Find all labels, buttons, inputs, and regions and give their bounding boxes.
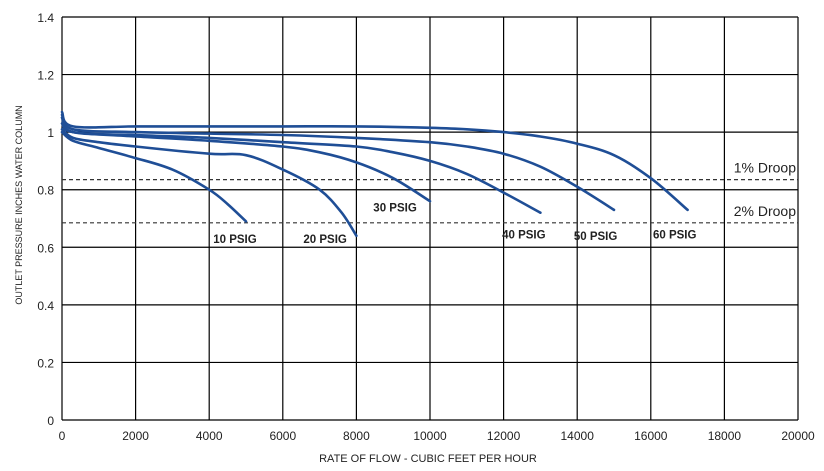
series-label-40-psig: 40 PSIG	[502, 230, 546, 242]
droop-reference-lines	[62, 179, 798, 224]
x-tick-label-0: 0	[59, 429, 66, 443]
series-label-10-psig: 10 PSIG	[213, 234, 257, 246]
series-label-60-psig: 60 PSIG	[653, 230, 697, 242]
droop-label-1: 1% Droop	[734, 160, 796, 176]
x-tick-label-4: 8000	[343, 429, 370, 443]
series-line-20-psig	[60, 128, 358, 238]
x-tick-label-8: 16000	[634, 429, 668, 443]
series-line-50-psig	[60, 113, 616, 212]
x-tick-label-3: 6000	[269, 429, 296, 443]
y-tick-label-3: 0.6	[37, 241, 54, 255]
series-label-30-psig: 30 PSIG	[373, 202, 417, 214]
droop-label-2: 2% Droop	[734, 203, 796, 219]
series-line-40-psig	[60, 116, 542, 214]
series-label-20-psig: 20 PSIG	[303, 234, 347, 246]
series-line-60-psig	[60, 110, 689, 212]
tick-labels: 0 2000 4000 6000 8000 10000 12000 14000 16000 180…	[37, 11, 815, 443]
series-labels: 1% Droop 2% Droop 10 PSIG 20 PSIG 30 PSIG 40 …	[213, 160, 796, 246]
y-tick-label-4: 0.8	[37, 184, 54, 198]
x-tick-label-2: 4000	[196, 429, 223, 443]
x-tick-label-1: 2000	[122, 429, 149, 443]
y-tick-label-1: 0.2	[37, 356, 54, 370]
series-label-50-psig: 50 PSIG	[574, 231, 618, 243]
series-line-10-psig	[60, 130, 248, 223]
y-axis-title: OUTLET PRESSURE INCHES WATER COLUMN	[14, 105, 24, 304]
x-tick-label-5: 10000	[413, 429, 447, 443]
y-tick-label-6: 1.2	[37, 69, 54, 83]
y-tick-label-5: 1	[47, 126, 54, 140]
y-tick-label-2: 0.4	[37, 299, 54, 313]
x-tick-label-7: 14000	[561, 429, 595, 443]
x-tick-label-6: 12000	[487, 429, 521, 443]
x-axis-title: RATE OF FLOW - CUBIC FEET PER HOUR	[319, 453, 537, 465]
y-tick-label-7: 1.4	[37, 11, 54, 25]
grid	[61, 16, 799, 421]
x-tick-label-10: 20000	[781, 429, 815, 443]
y-tick-label-0: 0	[47, 414, 54, 428]
x-tick-label-9: 18000	[708, 429, 742, 443]
series-lines	[60, 110, 689, 238]
